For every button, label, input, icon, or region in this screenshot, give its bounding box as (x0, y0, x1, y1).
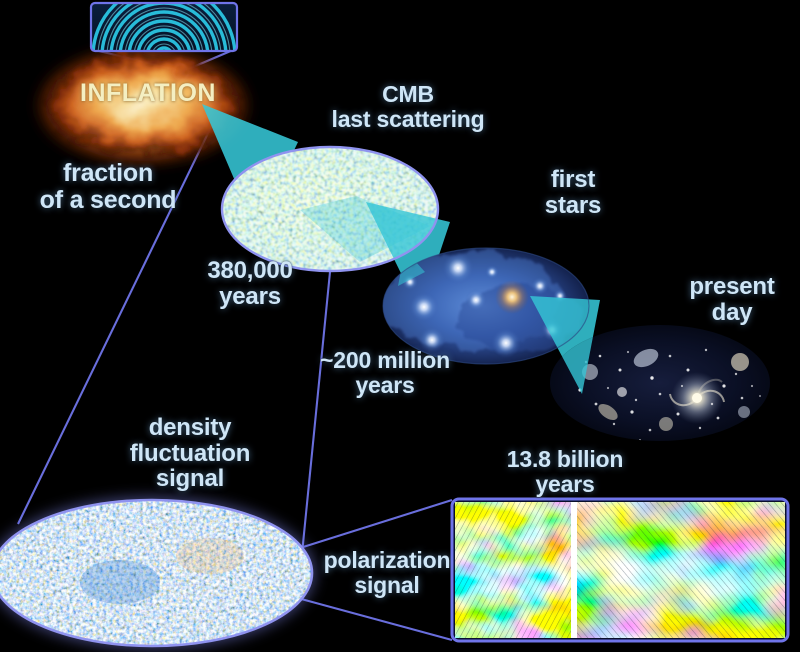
cmb-last-scattering-ellipse[interactable] (220, 145, 450, 312)
deep-field-galaxies (578, 348, 761, 441)
connector-inflation-to-allsky (17, 124, 213, 525)
orange-star (495, 280, 529, 314)
polarization-panel-right (577, 502, 785, 638)
gravitational-wave-inset-border (89, 1, 239, 53)
gravitational-wave-inset[interactable] (89, 0, 239, 127)
polarization-inset-border (450, 497, 790, 643)
polarization-map-inset[interactable] (450, 497, 790, 643)
connector-cmb-to-allsky (298, 271, 332, 575)
allsky-border (0, 498, 314, 648)
planck-all-sky-map[interactable] (0, 497, 318, 650)
polarization-panel-divider (571, 502, 577, 638)
cmb-ellipse-border (220, 145, 440, 273)
polarization-panel-left (455, 502, 571, 638)
gravitational-wave-rings (91, 3, 237, 51)
inflation-fireball (31, 46, 255, 170)
